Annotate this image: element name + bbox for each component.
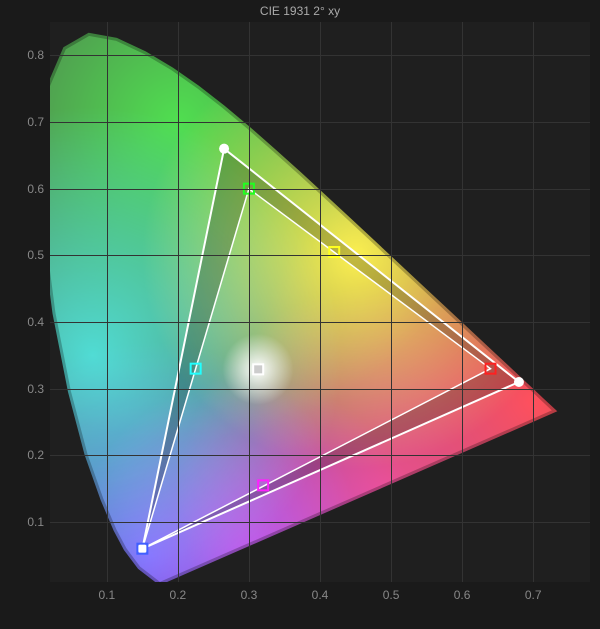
marker-white (253, 364, 263, 374)
gamut-vertex-marker (137, 544, 147, 554)
gridline-h (50, 455, 590, 456)
x-tick-label: 0.4 (312, 588, 329, 602)
y-tick-label: 0.2 (10, 448, 44, 462)
gridline-h (50, 55, 590, 56)
gridline-h (50, 322, 590, 323)
chart-title: CIE 1931 2° xy (0, 4, 600, 18)
x-tick-label: 0.5 (383, 588, 400, 602)
y-tick-label: 0.7 (10, 115, 44, 129)
gridline-v (533, 22, 534, 582)
x-tick-label: 0.7 (525, 588, 542, 602)
marker-magenta (258, 480, 268, 490)
x-tick-label: 0.3 (241, 588, 258, 602)
y-tick-label: 0.4 (10, 315, 44, 329)
y-tick-label: 0.1 (10, 515, 44, 529)
marker-red (486, 364, 496, 374)
marker-blue (137, 544, 147, 554)
y-tick-label: 0.3 (10, 382, 44, 396)
inner-gamut-triangle (142, 189, 490, 549)
gridline-v (391, 22, 392, 582)
gamut-vertex-marker (219, 144, 229, 154)
gridline-v (462, 22, 463, 582)
y-tick-label: 0.8 (10, 48, 44, 62)
gridline-h (50, 389, 590, 390)
x-tick-label: 0.2 (170, 588, 187, 602)
plot-area (50, 22, 590, 582)
gridline-h (50, 122, 590, 123)
y-tick-label: 0.6 (10, 182, 44, 196)
gridline-v (178, 22, 179, 582)
x-tick-label: 0.1 (98, 588, 115, 602)
gridline-v (320, 22, 321, 582)
gamut-vertex-marker (514, 377, 524, 387)
marker-cyan (191, 364, 201, 374)
gridline-h (50, 189, 590, 190)
x-tick-label: 0.6 (454, 588, 471, 602)
gridline-v (107, 22, 108, 582)
gridline-h (50, 255, 590, 256)
gridline-h (50, 522, 590, 523)
y-tick-label: 0.5 (10, 248, 44, 262)
cie-chart-container: CIE 1931 2° xy 0.1 0.2 0.3 0.4 0.5 0.6 0.7 0.1… (0, 0, 600, 629)
gridline-v (249, 22, 250, 582)
